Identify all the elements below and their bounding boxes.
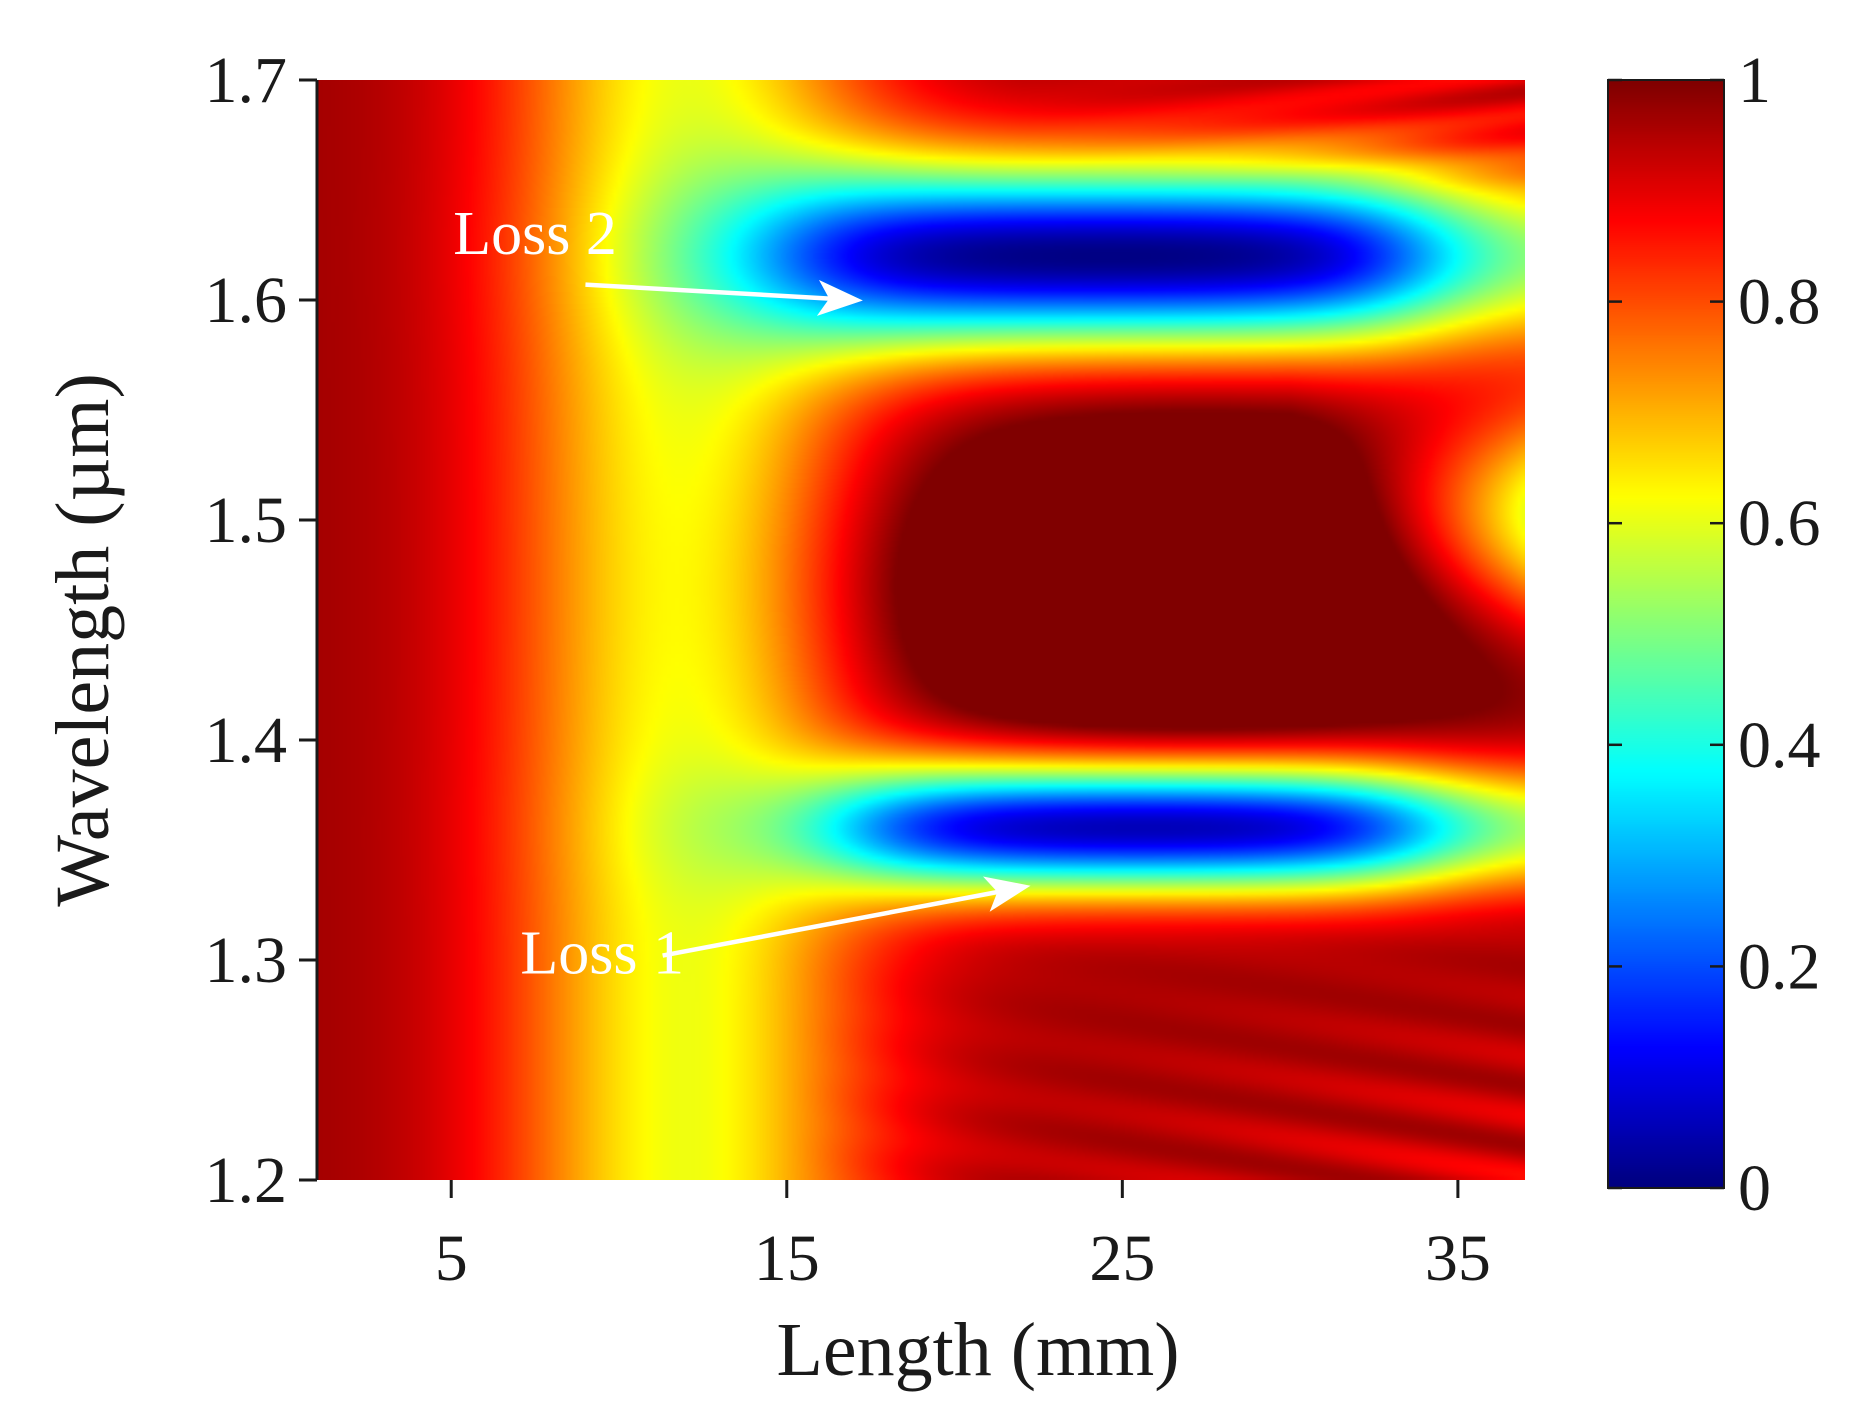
y-tick-label: 1.3 — [205, 924, 288, 997]
x-axis-title: Length (mm) — [776, 1308, 1179, 1392]
colorbar-tick-label: 0 — [1738, 1152, 1771, 1225]
colorbar-ticks: 0 0.2 0.4 0.6 0.8 1 — [1608, 44, 1821, 1225]
heatmap-image — [317, 80, 1525, 1180]
colorbar-tick-label: 1 — [1738, 44, 1771, 117]
colorbar: 0 0.2 0.4 0.6 0.8 1 — [1607, 44, 1821, 1225]
x-tick-label: 25 — [1089, 1222, 1155, 1295]
y-tick-label: 1.5 — [205, 484, 288, 557]
colorbar-tick-label: 0.2 — [1738, 930, 1821, 1003]
axes: 1.2 1.3 1.4 1.5 1.6 1.7 5 15 25 35 Length (mm) W… — [41, 44, 1491, 1392]
colorbar-tick-label: 0.4 — [1738, 709, 1821, 782]
annotation-arrow — [662, 876, 1031, 958]
plot-area — [317, 80, 1525, 1180]
x-tick-label: 5 — [435, 1222, 468, 1295]
x-tick-label: 15 — [754, 1222, 820, 1295]
y-tick-label: 1.6 — [205, 264, 288, 337]
annotation-arrow — [585, 279, 863, 316]
annotation-label: Loss 1 — [520, 919, 684, 987]
x-ticks: 5 15 25 35 — [435, 1180, 1491, 1295]
colorbar-tick-label: 0.6 — [1738, 487, 1821, 560]
annotation-label: Loss 2 — [453, 200, 617, 268]
x-tick-label: 35 — [1425, 1222, 1491, 1295]
y-tick-label: 1.7 — [205, 44, 288, 117]
y-tick-label: 1.4 — [205, 704, 288, 777]
colorbar-gradient — [1608, 80, 1724, 1188]
y-tick-label: 1.2 — [205, 1144, 288, 1217]
annotations: Loss 2 Loss 1 — [453, 200, 1031, 987]
colorbar-tick-label: 0.8 — [1738, 266, 1821, 339]
colorbar-frame — [1607, 79, 1725, 1189]
y-axis-title: Wavelength (µm) — [41, 373, 125, 907]
y-ticks: 1.2 1.3 1.4 1.5 1.6 1.7 — [205, 44, 317, 1217]
